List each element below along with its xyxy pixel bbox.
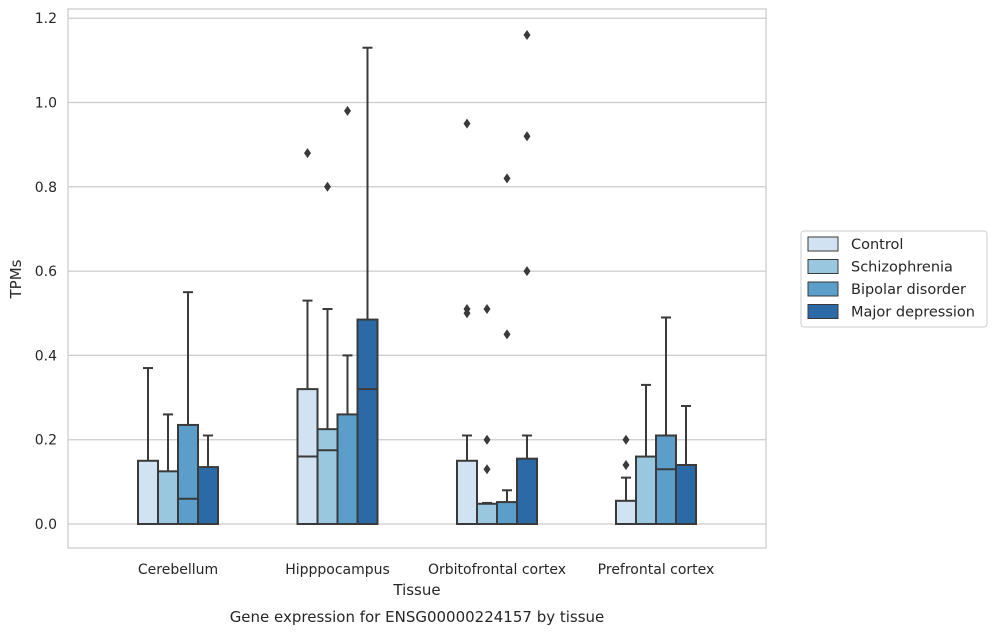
- plot-frame: [67, 8, 767, 549]
- box-body: [356, 318, 379, 526]
- y-tick-label-6: 1.2: [35, 11, 57, 27]
- outlier-point-0: [483, 304, 491, 315]
- legend-swatch-2: [807, 281, 839, 297]
- legend-label-0: Control: [851, 237, 903, 253]
- box-control-2: [456, 118, 478, 525]
- legend-label-3: Major depression: [851, 305, 975, 321]
- legend-swatch-1: [807, 259, 839, 274]
- legend: Control Schizophrenia Bipolar disorder Majo…: [800, 230, 988, 328]
- y-tick-label-5: 1.0: [35, 96, 57, 112]
- x-tick-labels: Cerebellum Hipppocampus Orbitofrontal cort…: [138, 562, 714, 578]
- y-tick-label-4: 0.8: [35, 180, 57, 196]
- legend-label-1: Schizophrenia: [851, 260, 953, 276]
- outlier-point-2: [483, 464, 491, 475]
- box-schizophrenia-3: [635, 383, 657, 525]
- box-body: [516, 457, 538, 526]
- box-body: [615, 499, 637, 526]
- y-tick-label-3: 0.6: [35, 264, 57, 280]
- y-tick-label-1: 0.2: [35, 433, 57, 449]
- legend-frame: [800, 230, 988, 328]
- outlier-point-0: [324, 181, 331, 192]
- box-body: [197, 466, 219, 526]
- outlier-point-1: [503, 329, 511, 340]
- outlier-point-0: [503, 173, 511, 184]
- y-tick-label-2: 0.4: [35, 348, 57, 364]
- x-tick-label-0: Cerebellum: [138, 562, 218, 578]
- chart-caption: Gene expression for ENSG00000224157 by t…: [230, 608, 605, 626]
- box-bipolar-disorder-0: [177, 291, 199, 526]
- outlier-point-0: [463, 118, 471, 129]
- x-tick-label-2: Orbitofrontal cortex: [428, 562, 566, 578]
- box-body: [157, 470, 179, 525]
- legend-swatch-0: [807, 236, 839, 252]
- x-tick-label-1: Hipppocampus: [285, 562, 390, 578]
- box-body: [476, 502, 498, 526]
- box-major-depression-3: [675, 404, 697, 525]
- box-body: [655, 434, 677, 525]
- box-body: [456, 459, 478, 525]
- box-bipolar-disorder-3: [655, 316, 677, 525]
- box-major-depression-1: [356, 46, 379, 526]
- box-body: [316, 428, 339, 526]
- outlier-point-2: [523, 266, 531, 277]
- outlier-point-0: [304, 148, 311, 159]
- legend-label-2: Bipolar disorder: [851, 282, 966, 298]
- box-body: [675, 463, 697, 525]
- box-body: [336, 413, 359, 525]
- box-bipolar-disorder-1: [336, 105, 359, 525]
- x-axis-label: Tissue: [392, 581, 440, 599]
- outlier-point-1: [483, 434, 491, 445]
- box-groups: [137, 30, 697, 526]
- box-schizophrenia-2: [476, 304, 498, 526]
- y-tick-label-0: 0.0: [35, 517, 57, 533]
- y-tick-labels: 0.0 0.2 0.4 0.6 0.8 1.0 1.2: [35, 11, 57, 533]
- outlier-point-0: [523, 30, 531, 41]
- outlier-point-1: [622, 459, 630, 470]
- box-body: [635, 455, 657, 525]
- box-body: [496, 501, 518, 525]
- box-control-3: [615, 434, 637, 526]
- box-body: [177, 423, 199, 526]
- box-control-1: [296, 148, 319, 525]
- outlier-point-1: [523, 131, 531, 142]
- legend-swatch-3: [807, 304, 839, 319]
- y-axis-label: TPMs: [7, 259, 25, 299]
- outlier-point-0: [344, 105, 351, 116]
- outlier-point-0: [622, 434, 630, 445]
- box-schizophrenia-1: [316, 181, 339, 526]
- x-tick-label-3: Prefrontal cortex: [598, 562, 715, 578]
- box-control-0: [137, 367, 159, 525]
- box-body: [137, 459, 159, 525]
- box-bipolar-disorder-2: [496, 173, 518, 525]
- box-major-depression-2: [516, 30, 538, 526]
- outlier-point-2: [463, 308, 471, 319]
- box-schizophrenia-0: [157, 413, 179, 525]
- box-major-depression-0: [197, 434, 219, 526]
